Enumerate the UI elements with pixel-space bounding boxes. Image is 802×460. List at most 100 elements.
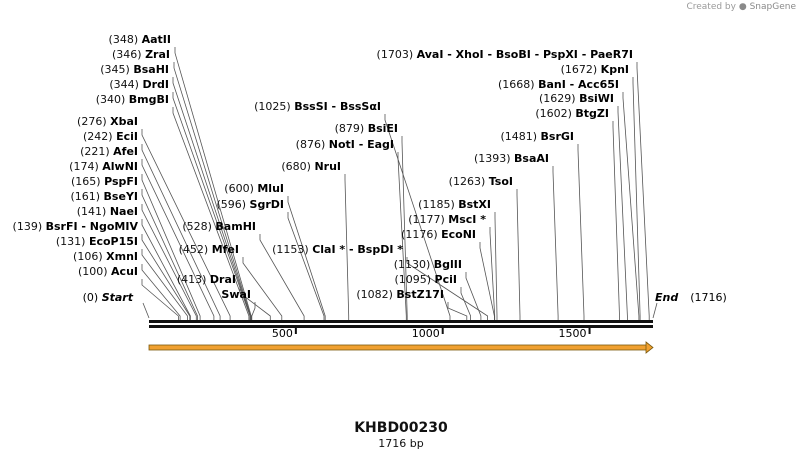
- site-leader-kpni: [632, 77, 641, 320]
- site-label-avai-xhoi-bsobi-pspxi-paer7i[interactable]: (1703) AvaI - XhoI - BsoBI - PspXI - Pae…: [377, 48, 633, 61]
- site-label-ecop15i[interactable]: (131) EcoP15I: [56, 235, 138, 248]
- site-label-bamhi[interactable]: (528) BamHI: [182, 220, 256, 233]
- feature-arrow-head[interactable]: [645, 341, 654, 354]
- site-position: (1629): [539, 92, 579, 105]
- site-position: (139): [13, 220, 46, 233]
- site-position: (879): [335, 122, 368, 135]
- site-position: (165): [71, 175, 104, 188]
- site-name: BsaAI: [514, 152, 549, 165]
- site-label-bsrgi[interactable]: (1481) BsrGI: [500, 130, 574, 143]
- site-position: (131): [56, 235, 89, 248]
- site-label-bstz17i[interactable]: (1082) BstZ17I: [356, 288, 444, 301]
- site-position: (344): [109, 78, 142, 91]
- site-leader-acui: [141, 279, 179, 320]
- site-label-pspfi[interactable]: (165) PspFI: [71, 175, 138, 188]
- site-position: (1025): [254, 100, 294, 113]
- site-position: (174): [69, 160, 102, 173]
- site-name: DraI: [210, 273, 236, 286]
- site-label-aatii[interactable]: (348) AatII: [109, 33, 171, 46]
- watermark-prefix: Created by: [686, 2, 736, 12]
- site-leader-bsrgi: [577, 144, 585, 320]
- site-name: XmnI: [106, 250, 138, 263]
- site-leader-bmgbi: [172, 107, 250, 320]
- tick-label-1000: 1000: [412, 327, 440, 340]
- site-name: DrdI: [142, 78, 169, 91]
- site-name: MluI: [257, 182, 284, 195]
- site-label-mlui[interactable]: (600) MluI: [224, 182, 284, 195]
- site-name: MscI *: [448, 213, 486, 226]
- feature-arrow-body[interactable]: [148, 344, 648, 351]
- site-name: BsaHI: [133, 63, 169, 76]
- site-position: (1130): [394, 258, 434, 271]
- site-label-alwni[interactable]: (174) AlwNI: [69, 160, 138, 173]
- tick-label-1500: 1500: [559, 327, 587, 340]
- site-leader-tsoi: [516, 189, 521, 320]
- site-label-bsahi[interactable]: (345) BsaHI: [100, 63, 169, 76]
- site-position: (1263): [449, 175, 489, 188]
- site-name: KpnI: [601, 63, 629, 76]
- site-label-bstxi[interactable]: (1185) BstXI: [418, 198, 491, 211]
- site-position: (1082): [356, 288, 396, 301]
- site-name: NruI: [314, 160, 341, 173]
- site-label-noti-eagi[interactable]: (876) NotI - EagI: [296, 138, 394, 151]
- site-name: AvaI - XhoI - BsoBI - PspXI - PaeR7I: [417, 48, 633, 61]
- site-label-drai[interactable]: (413) DraI: [177, 273, 236, 286]
- site-name: SwaI: [221, 288, 251, 301]
- site-label-sgrdi[interactable]: (596) SgrDI: [216, 198, 284, 211]
- site-position: (141): [77, 205, 110, 218]
- site-position: (1185): [418, 198, 458, 211]
- site-label-xmni[interactable]: (106) XmnI: [73, 250, 138, 263]
- site-position: (346): [112, 48, 145, 61]
- site-position: (348): [109, 33, 142, 46]
- site-position: (276): [77, 115, 110, 128]
- site-label-afei[interactable]: (221) AfeI: [80, 145, 138, 158]
- site-leader-clai-bspdi: [406, 257, 489, 320]
- site-position: (600): [224, 182, 257, 195]
- site-label-bani-acc65i[interactable]: (1668) BanI - Acc65I: [498, 78, 619, 91]
- site-position: (1177): [408, 213, 448, 226]
- site-name: TsoI: [489, 175, 513, 188]
- site-name: XbaI: [110, 115, 138, 128]
- site-label-clai-bspdi[interactable]: (1153) ClaI * - BspDI *: [272, 243, 403, 256]
- site-label-tsoi[interactable]: (1263) TsoI: [449, 175, 513, 188]
- site-name: PspFI: [104, 175, 138, 188]
- site-label-ecii[interactable]: (242) EciI: [83, 130, 138, 143]
- site-label-bsssi-bsss-i[interactable]: (1025) BssSI - BssSαI: [254, 100, 381, 113]
- site-label-zrai[interactable]: (346) ZraI: [112, 48, 170, 61]
- site-leader-afei: [141, 159, 215, 320]
- site-label-econi[interactable]: (1176) EcoNI: [401, 228, 476, 241]
- site-label-pcii[interactable]: (1095) PciI: [394, 273, 457, 286]
- site-label-bseyi[interactable]: (161) BseYI: [70, 190, 138, 203]
- snapgene-logo-icon: ●: [738, 2, 747, 12]
- site-label-acui[interactable]: (100) AcuI: [78, 265, 138, 278]
- site-name: EcoNI: [441, 228, 476, 241]
- site-label-naei[interactable]: (141) NaeI: [77, 205, 138, 218]
- site-label-mfei[interactable]: (452) MfeI: [179, 243, 239, 256]
- site-label-swai[interactable]: SwaI: [221, 288, 251, 301]
- site-name: BsiWI: [579, 92, 614, 105]
- site-position: (528): [182, 220, 215, 233]
- site-label-xbai[interactable]: (276) XbaI: [77, 115, 138, 128]
- site-name: AcuI: [111, 265, 138, 278]
- site-leader-noti-eagi: [397, 152, 407, 320]
- site-leader-naei: [141, 219, 191, 320]
- site-label-msci[interactable]: (1177) MscI *: [408, 213, 486, 226]
- site-leader-nrui: [344, 174, 350, 320]
- site-position: (100): [78, 265, 111, 278]
- site-label-kpni[interactable]: (1672) KpnI: [561, 63, 629, 76]
- site-leader-bglii: [465, 272, 482, 320]
- site-position: (596): [216, 198, 249, 211]
- site-label-btgzi[interactable]: (1602) BtgZI: [535, 107, 609, 120]
- site-leader-bsiwi: [617, 106, 628, 320]
- site-name: BseYI: [104, 190, 138, 203]
- site-label-bsaai[interactable]: (1393) BsaAI: [474, 152, 549, 165]
- site-label-bsiei[interactable]: (879) BsiEI: [335, 122, 398, 135]
- site-label-bglii[interactable]: (1130) BglII: [394, 258, 462, 271]
- site-label-drdi[interactable]: (344) DrdI: [109, 78, 169, 91]
- site-label-nrui[interactable]: (680) NruI: [281, 160, 341, 173]
- site-leader-swai: [251, 302, 256, 320]
- site-label-bmgbi[interactable]: (340) BmgBI: [96, 93, 169, 106]
- site-label-bsrfi-ngomiv[interactable]: (139) BsrFI - NgoMIV: [13, 220, 139, 233]
- site-label-bsiwi[interactable]: (1629) BsiWI: [539, 92, 614, 105]
